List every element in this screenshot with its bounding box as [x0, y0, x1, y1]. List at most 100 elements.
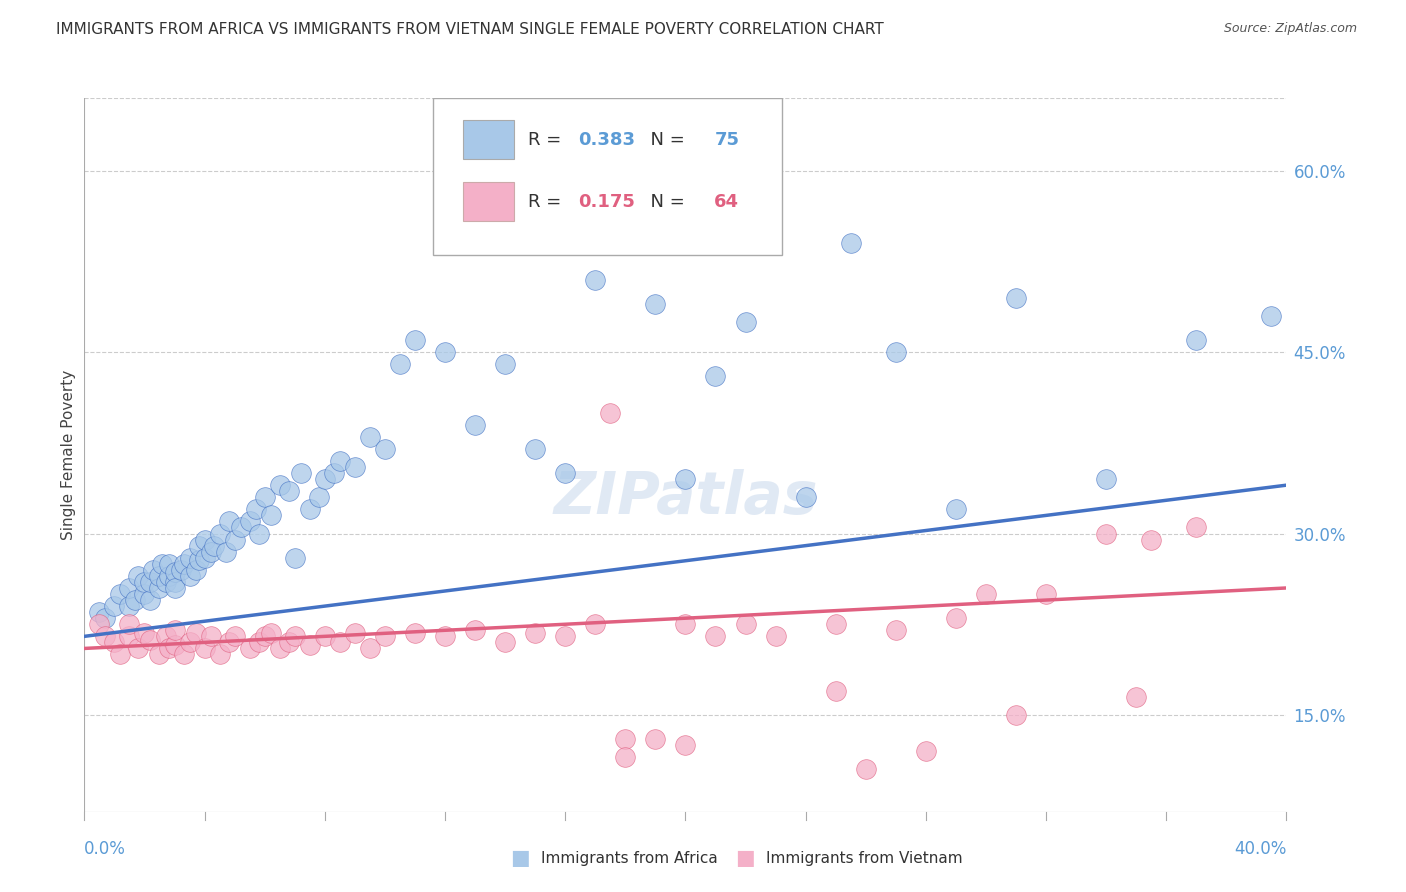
Point — [794, 490, 817, 504]
Point — [464, 624, 486, 638]
Text: Immigrants from Vietnam: Immigrants from Vietnam — [766, 851, 963, 865]
Point — [675, 738, 697, 752]
Point — [839, 236, 862, 251]
Point — [124, 593, 146, 607]
Point — [583, 617, 606, 632]
Point — [218, 515, 240, 529]
Point — [103, 599, 125, 613]
Point — [229, 520, 252, 534]
Point — [89, 617, 111, 632]
Point — [314, 629, 336, 643]
Point — [118, 599, 141, 613]
FancyBboxPatch shape — [463, 120, 513, 159]
Point — [284, 550, 307, 565]
Point — [139, 574, 162, 589]
Point — [675, 617, 697, 632]
Point — [675, 472, 697, 486]
Point — [202, 539, 225, 553]
Point — [494, 635, 516, 649]
Point — [765, 629, 787, 643]
Point — [118, 617, 141, 632]
Point — [260, 625, 283, 640]
Point — [314, 472, 336, 486]
Point — [163, 581, 186, 595]
Point — [224, 533, 246, 547]
Point — [284, 629, 307, 643]
Text: R =: R = — [527, 193, 567, 211]
Point — [884, 624, 907, 638]
FancyBboxPatch shape — [433, 98, 782, 255]
Point — [554, 629, 576, 643]
Point — [163, 638, 186, 652]
Point — [1185, 333, 1208, 347]
Point — [494, 357, 516, 371]
Point — [290, 466, 312, 480]
Point — [239, 641, 262, 656]
Point — [157, 569, 180, 583]
Point — [208, 648, 231, 662]
Point — [277, 484, 299, 499]
Point — [945, 611, 967, 625]
Point — [434, 629, 457, 643]
Point — [110, 648, 132, 662]
Text: IMMIGRANTS FROM AFRICA VS IMMIGRANTS FROM VIETNAM SINGLE FEMALE POVERTY CORRELAT: IMMIGRANTS FROM AFRICA VS IMMIGRANTS FRO… — [56, 22, 884, 37]
Point — [200, 629, 222, 643]
Point — [118, 581, 141, 595]
Point — [374, 629, 396, 643]
Point — [118, 629, 141, 643]
Point — [173, 557, 195, 571]
Point — [308, 490, 330, 504]
Point — [524, 442, 547, 456]
Point — [139, 593, 162, 607]
Text: 0.0%: 0.0% — [84, 840, 127, 858]
Point — [187, 553, 209, 567]
Point — [1140, 533, 1163, 547]
Text: 64: 64 — [714, 193, 740, 211]
Point — [134, 587, 156, 601]
Point — [1095, 526, 1118, 541]
Point — [94, 629, 117, 643]
Point — [1005, 708, 1028, 723]
Point — [343, 460, 366, 475]
Point — [103, 635, 125, 649]
Y-axis label: Single Female Poverty: Single Female Poverty — [60, 370, 76, 540]
Point — [269, 478, 291, 492]
Point — [247, 526, 270, 541]
Point — [139, 632, 162, 647]
Point — [824, 683, 846, 698]
Point — [855, 763, 877, 777]
Point — [110, 587, 132, 601]
Point — [329, 635, 352, 649]
Point — [359, 430, 381, 444]
Text: N =: N = — [638, 193, 690, 211]
Point — [163, 566, 186, 580]
Point — [148, 648, 170, 662]
Point — [163, 624, 186, 638]
Text: ■: ■ — [735, 848, 755, 868]
Text: 0.383: 0.383 — [578, 130, 636, 148]
Point — [214, 544, 236, 558]
Point — [218, 635, 240, 649]
Point — [322, 466, 344, 480]
Point — [388, 357, 411, 371]
Point — [329, 454, 352, 468]
Point — [374, 442, 396, 456]
Point — [1185, 520, 1208, 534]
Point — [915, 744, 938, 758]
Text: 75: 75 — [714, 130, 740, 148]
Point — [194, 641, 217, 656]
Point — [169, 563, 191, 577]
Point — [239, 515, 262, 529]
Point — [173, 648, 195, 662]
Point — [554, 466, 576, 480]
Point — [245, 502, 267, 516]
Point — [94, 611, 117, 625]
Point — [734, 315, 756, 329]
Point — [945, 502, 967, 516]
Point — [152, 557, 174, 571]
Point — [184, 563, 207, 577]
Point — [298, 502, 321, 516]
Point — [155, 629, 177, 643]
Point — [163, 574, 186, 589]
Point — [704, 369, 727, 384]
